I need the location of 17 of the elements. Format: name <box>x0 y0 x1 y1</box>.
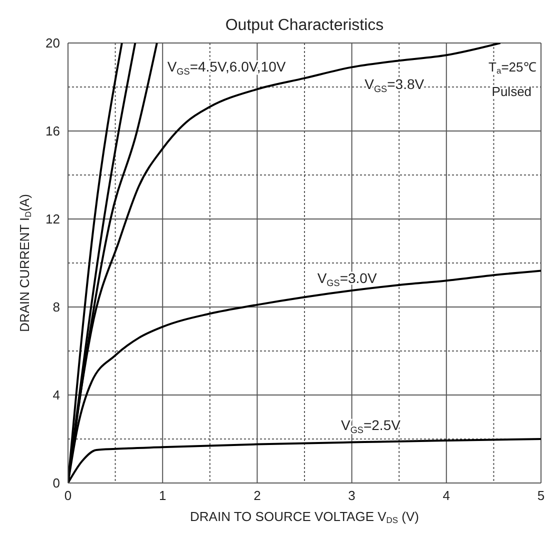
chart-title: Output Characteristics <box>225 17 384 34</box>
y-tick-label: 0 <box>52 476 60 491</box>
annotation: T$_{a}$=25℃ <box>488 60 536 76</box>
x-tick-label: 5 <box>537 488 545 504</box>
y-tick-label: 4 <box>52 388 60 403</box>
y-tick-label: 20 <box>46 36 60 51</box>
x-axis-title: DRAIN TO SOURCE VOLTAGE V$_{DS}$ (V) <box>190 509 419 526</box>
y-tick-label: 8 <box>52 300 60 315</box>
x-tick-label: 4 <box>442 488 450 504</box>
x-tick-label: 3 <box>348 488 356 504</box>
x-tick-label: 0 <box>64 488 72 504</box>
x-tick-label: 2 <box>254 488 261 504</box>
series-label: V$_{GS}$=3.8V <box>364 76 425 94</box>
y-tick-label: 12 <box>46 212 60 227</box>
x-tick-label: 1 <box>158 488 166 504</box>
annotation: Pulsed <box>492 84 532 99</box>
y-tick-label: 16 <box>46 124 60 139</box>
